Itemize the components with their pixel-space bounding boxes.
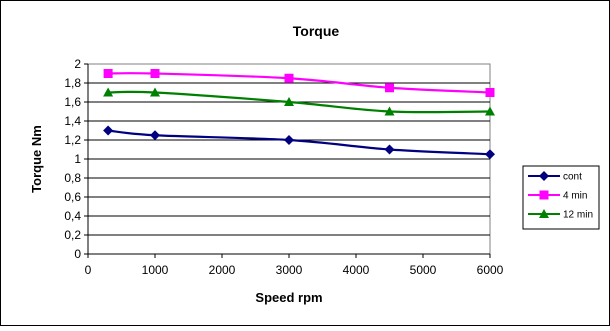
legend-label-cont: cont — [563, 172, 582, 183]
legend-marker-cont — [539, 171, 549, 181]
series-layer — [103, 69, 495, 160]
legend-box — [522, 165, 600, 230]
legend-items: cont 4 min 12 min — [528, 171, 593, 221]
data-point-12-min — [384, 106, 395, 116]
y-axis-title: Torque Nm — [29, 125, 44, 193]
y-tick-label: 0 — [74, 247, 81, 261]
x-tick-label: 2000 — [209, 263, 236, 277]
x-tick-label: 5000 — [410, 263, 437, 277]
y-tick-label: 1 — [74, 152, 81, 166]
x-axis-title: Speed rpm — [255, 290, 322, 305]
data-point-cont — [103, 125, 114, 136]
y-tick-label: 0,8 — [64, 171, 81, 185]
x-tick-label: 1000 — [142, 263, 169, 277]
x-axis-ticks: 0 1000 2000 3000 4000 5000 6000 — [85, 253, 504, 277]
chart-title: Torque — [293, 23, 340, 39]
y-tick-label: 0,2 — [64, 228, 81, 242]
data-point-12-min — [485, 106, 495, 116]
x-tick-label: 4000 — [343, 263, 370, 277]
x-tick-label: 0 — [85, 263, 92, 277]
y-tick-label: 2 — [74, 57, 81, 71]
data-point-4-min — [485, 88, 495, 97]
y-tick-label: 0,4 — [64, 209, 81, 223]
data-point-4-min — [284, 73, 294, 83]
data-point-cont — [150, 130, 160, 141]
legend-marker-4-min — [539, 190, 549, 200]
y-tick-label: 1,8 — [64, 76, 81, 90]
data-point-12-min — [284, 97, 294, 106]
y-tick-label: 1,2 — [64, 133, 81, 147]
data-point-12-min — [103, 87, 114, 97]
data-point-4-min — [103, 69, 113, 78]
legend-label-4-min: 4 min — [563, 191, 587, 202]
legend-label-12-min: 12 min — [563, 210, 593, 221]
y-tick-label: 1,6 — [64, 95, 81, 109]
data-point-12-min — [150, 87, 160, 97]
data-point-4-min — [150, 69, 160, 78]
y-tick-label: 0,6 — [64, 190, 81, 204]
data-point-cont — [485, 149, 495, 160]
y-tick-label: 1,4 — [64, 114, 81, 128]
data-point-cont — [384, 144, 395, 155]
x-tick-label: 3000 — [276, 263, 303, 277]
y-axis-ticks: 0 0,2 0,4 0,6 0,8 1 1,2 1,4 1,6 1,8 2 — [64, 57, 89, 261]
legend: cont 4 min 12 min — [522, 165, 600, 230]
legend-marker-12-min — [539, 209, 549, 218]
data-point-cont — [284, 135, 294, 145]
data-point-4-min — [385, 83, 394, 93]
x-tick-label: 6000 — [477, 263, 504, 277]
